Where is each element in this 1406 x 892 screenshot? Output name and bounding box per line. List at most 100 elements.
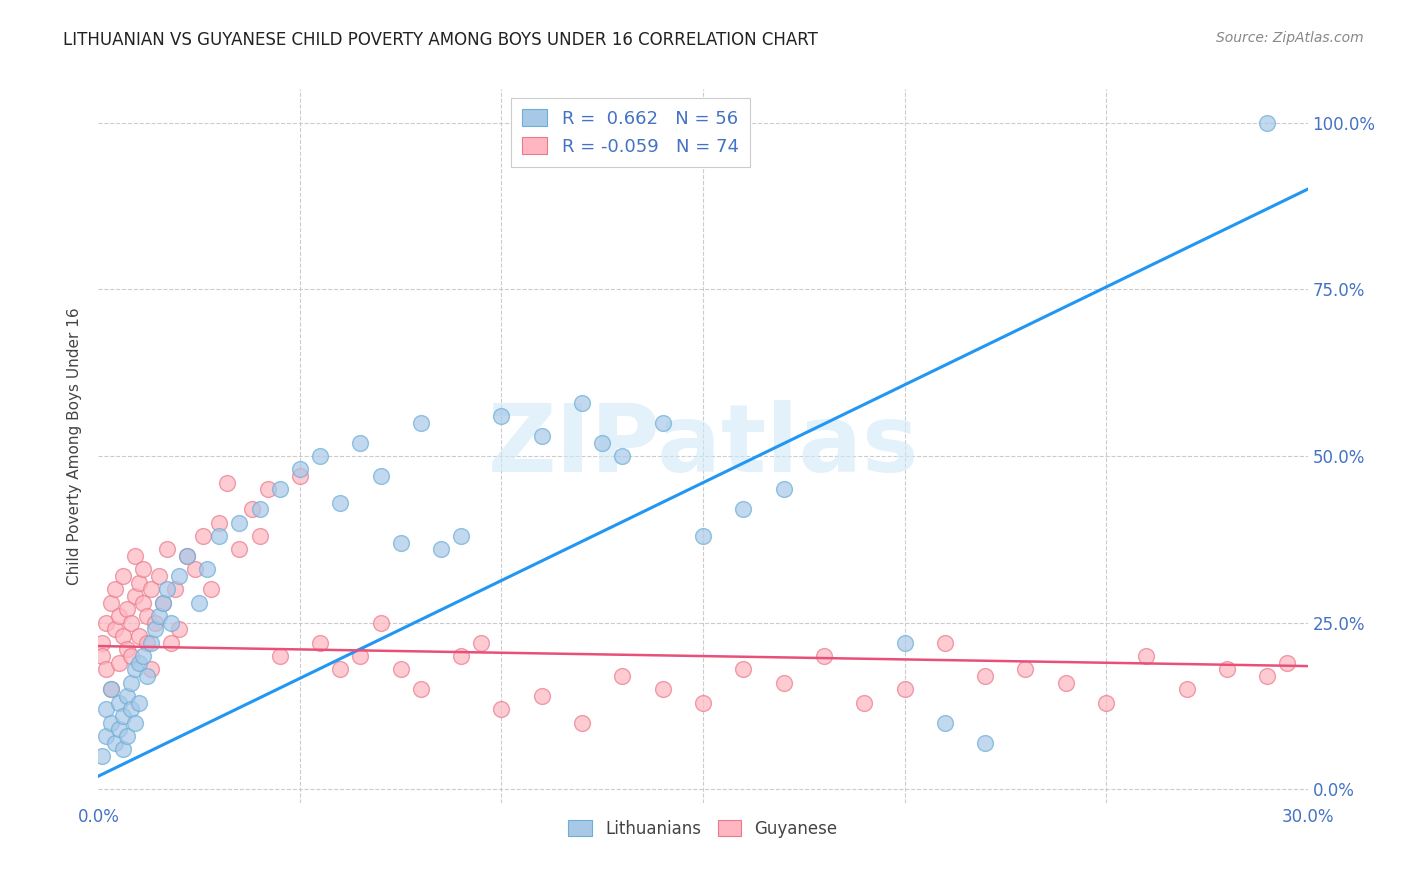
- Point: [309, 636, 332, 650]
- Point: [120, 702, 142, 716]
- Point: [1216, 662, 1239, 676]
- Point: [139, 662, 162, 676]
- Point: [974, 736, 997, 750]
- Point: [111, 709, 134, 723]
- Point: [100, 715, 122, 730]
- Point: [176, 549, 198, 563]
- Point: [124, 589, 146, 603]
- Point: [91, 749, 114, 764]
- Point: [934, 715, 956, 730]
- Point: [409, 416, 432, 430]
- Point: [733, 502, 755, 516]
- Point: [853, 696, 876, 710]
- Point: [195, 562, 218, 576]
- Point: [409, 682, 432, 697]
- Point: [1095, 696, 1118, 710]
- Point: [143, 615, 166, 630]
- Legend: Lithuanians, Guyanese: Lithuanians, Guyanese: [562, 814, 844, 845]
- Point: [389, 662, 412, 676]
- Point: [370, 469, 392, 483]
- Point: [934, 636, 956, 650]
- Point: [370, 615, 392, 630]
- Point: [96, 729, 118, 743]
- Point: [128, 575, 150, 590]
- Point: [470, 636, 492, 650]
- Point: [571, 395, 593, 409]
- Point: [188, 596, 211, 610]
- Point: [530, 429, 553, 443]
- Point: [1256, 115, 1278, 129]
- Point: [152, 596, 174, 610]
- Point: [152, 596, 174, 610]
- Point: [772, 675, 794, 690]
- Point: [450, 649, 472, 664]
- Point: [430, 542, 453, 557]
- Point: [91, 649, 114, 664]
- Point: [132, 649, 155, 664]
- Point: [115, 729, 138, 743]
- Point: [100, 682, 122, 697]
- Point: [1135, 649, 1157, 664]
- Point: [91, 636, 114, 650]
- Point: [167, 569, 190, 583]
- Point: [217, 475, 239, 490]
- Point: [120, 615, 142, 630]
- Point: [772, 483, 794, 497]
- Point: [107, 723, 129, 737]
- Point: [100, 682, 122, 697]
- Point: [167, 623, 190, 637]
- Point: [111, 629, 134, 643]
- Point: [96, 662, 118, 676]
- Point: [208, 529, 231, 543]
- Point: [160, 615, 183, 630]
- Point: [692, 529, 714, 543]
- Point: [139, 582, 162, 597]
- Point: [103, 582, 125, 597]
- Text: ZIPatlas: ZIPatlas: [488, 400, 918, 492]
- Text: Source: ZipAtlas.com: Source: ZipAtlas.com: [1216, 31, 1364, 45]
- Point: [193, 529, 215, 543]
- Point: [1256, 669, 1278, 683]
- Point: [103, 736, 125, 750]
- Point: [143, 623, 166, 637]
- Point: [813, 649, 835, 664]
- Point: [200, 582, 222, 597]
- Point: [1175, 682, 1198, 697]
- Text: LITHUANIAN VS GUYANESE CHILD POVERTY AMONG BOYS UNDER 16 CORRELATION CHART: LITHUANIAN VS GUYANESE CHILD POVERTY AMO…: [63, 31, 818, 49]
- Point: [176, 549, 198, 563]
- Point: [132, 596, 155, 610]
- Point: [135, 669, 157, 683]
- Point: [120, 675, 142, 690]
- Point: [651, 416, 673, 430]
- Point: [329, 662, 352, 676]
- Point: [107, 609, 129, 624]
- Point: [124, 662, 146, 676]
- Point: [124, 715, 146, 730]
- Point: [228, 516, 250, 530]
- Point: [115, 602, 138, 616]
- Point: [1277, 656, 1299, 670]
- Y-axis label: Child Poverty Among Boys Under 16: Child Poverty Among Boys Under 16: [67, 307, 83, 585]
- Point: [1054, 675, 1077, 690]
- Point: [256, 483, 278, 497]
- Point: [733, 662, 755, 676]
- Point: [100, 596, 122, 610]
- Point: [288, 469, 311, 483]
- Point: [491, 702, 513, 716]
- Point: [160, 636, 183, 650]
- Point: [135, 636, 157, 650]
- Point: [111, 569, 134, 583]
- Point: [612, 449, 634, 463]
- Point: [120, 649, 142, 664]
- Point: [1014, 662, 1036, 676]
- Point: [530, 689, 553, 703]
- Point: [107, 696, 129, 710]
- Point: [184, 562, 207, 576]
- Point: [612, 669, 634, 683]
- Point: [389, 535, 412, 549]
- Point: [288, 462, 311, 476]
- Point: [148, 609, 170, 624]
- Point: [893, 636, 915, 650]
- Point: [571, 715, 593, 730]
- Point: [128, 656, 150, 670]
